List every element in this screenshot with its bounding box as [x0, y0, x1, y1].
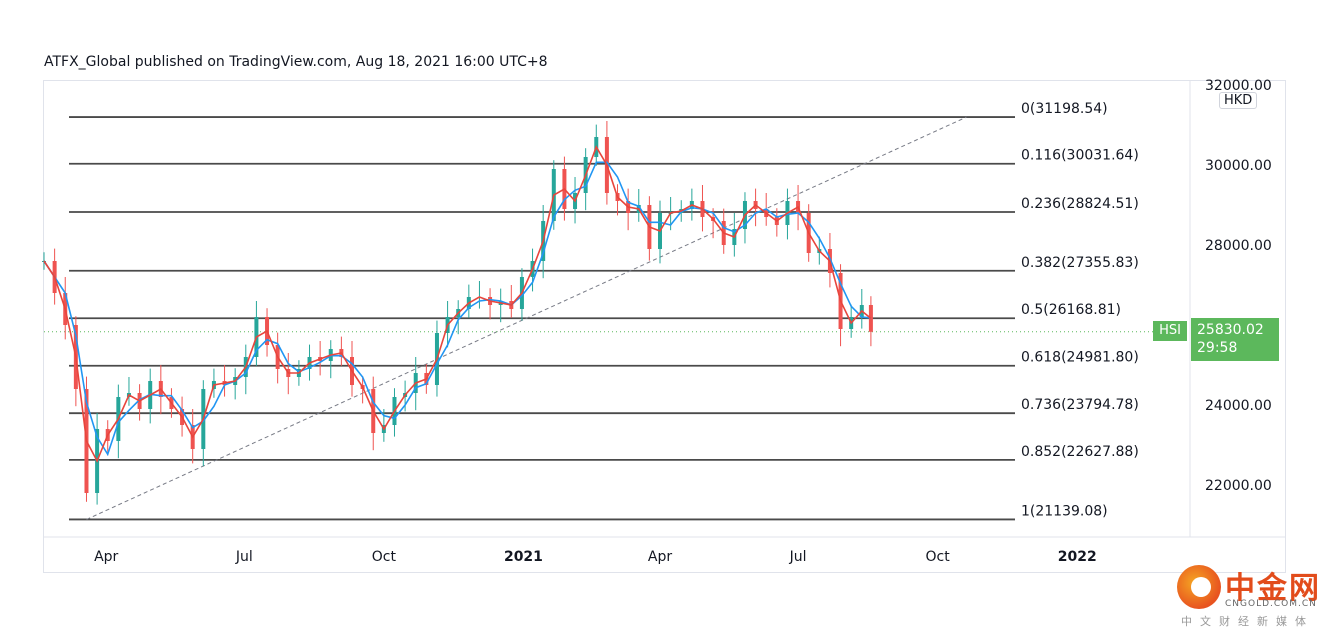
last-price-tag: 25830.02 29:58: [1191, 318, 1279, 361]
logo-name: 中金网: [1225, 571, 1321, 606]
y-tick-label: 28000.00: [1205, 238, 1272, 254]
logo-subtitle: 中文财经新媒体: [1181, 615, 1314, 628]
ma-fast-line: [43, 145, 872, 463]
x-tick-label: Apr: [94, 549, 118, 565]
x-tick-label: Jul: [235, 549, 253, 565]
fib-level-label: 0.382(27355.83): [1021, 255, 1139, 271]
fib-level-label: 0.852(22627.88): [1021, 444, 1139, 460]
symbol-tag: HSI: [1153, 321, 1187, 341]
fib-level-label: 0.236(28824.51): [1021, 196, 1139, 212]
bar-countdown: 29:58: [1197, 340, 1238, 356]
fib-level-label: 0.5(26168.81): [1021, 302, 1121, 318]
y-tick-label: 32000.00: [1205, 78, 1272, 94]
logo-url: CNGOLD.COM.CN: [1225, 599, 1317, 609]
currency-label[interactable]: HKD: [1219, 92, 1258, 109]
x-tick-label: Apr: [648, 549, 672, 565]
trend-line: [44, 116, 1188, 520]
chart-frame: [43, 80, 1286, 573]
y-tick-label: 22000.00: [1205, 478, 1272, 494]
fib-level-label: 1(21139.08): [1021, 503, 1108, 519]
x-tick-label: Jul: [789, 549, 807, 565]
x-tick-label: 2022: [1058, 549, 1097, 565]
logo-mark-icon: [1177, 565, 1221, 609]
last-price: 25830.02: [1197, 322, 1264, 338]
fib-retracement: 0(31198.54) 0.116(30031.64) 0.236(28824.51…: [69, 101, 1139, 521]
x-axis: Apr Jul Oct 2021 Apr Jul Oct 2022: [44, 536, 1285, 565]
publish-caption: ATFX_Global published on TradingView.com…: [44, 54, 548, 70]
x-tick-label: 2021: [504, 549, 543, 565]
moving-averages: [43, 145, 872, 463]
fib-level-label: 0(31198.54): [1021, 101, 1108, 117]
cngold-logo: 中金网 CNGOLD.COM.CN 中文财经新媒体: [1175, 563, 1325, 631]
ma-slow-line: [43, 161, 871, 457]
fib-level-label: 0.116(30031.64): [1021, 148, 1139, 164]
y-tick-label: 24000.00: [1205, 398, 1272, 414]
x-tick-label: Oct: [926, 549, 951, 565]
x-tick-label: Oct: [372, 549, 397, 565]
fib-trend-line: [86, 116, 967, 520]
fib-level-label: 0.736(23794.78): [1021, 397, 1139, 413]
y-tick-label: 30000.00: [1205, 158, 1272, 174]
y-axis: 22000.0024000.0026000.0028000.0030000.00…: [1189, 78, 1272, 537]
fib-level-label: 0.618(24981.80): [1021, 350, 1139, 366]
